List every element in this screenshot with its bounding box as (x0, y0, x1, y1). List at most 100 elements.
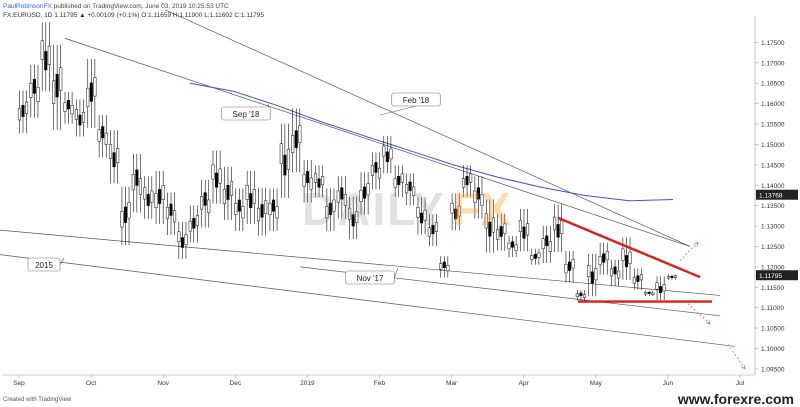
candle-body (484, 213, 488, 229)
candle-body (47, 45, 51, 65)
candle-body (222, 189, 226, 204)
time-tick-label: Apr (519, 380, 530, 387)
candle-body (138, 178, 142, 195)
candle-body (291, 135, 295, 153)
candle-body (579, 292, 583, 297)
candle-body (211, 164, 215, 180)
price-tick-label: 1.15000 (761, 142, 785, 149)
candle-body (416, 207, 420, 218)
ma-line (189, 82, 674, 202)
time-tick-label: Feb (374, 380, 386, 387)
candle-body (511, 241, 515, 248)
price-tick-label: 1.11000 (761, 305, 784, 312)
candle-body (70, 105, 74, 115)
candle-body (530, 255, 534, 260)
candle-body (556, 224, 560, 238)
candle-body (200, 196, 204, 210)
candle-body (382, 145, 386, 157)
candle-body (609, 268, 614, 277)
price-tick-label: 1.13500 (761, 203, 785, 210)
candle-body (17, 108, 21, 121)
candle-body (442, 261, 446, 268)
price-tick-label: 1.17000 (761, 60, 785, 67)
candle-body (496, 229, 500, 240)
annotation-pointer (59, 257, 65, 266)
candle-body (81, 111, 86, 123)
trendline (0, 254, 736, 347)
candle-body (321, 176, 325, 186)
candle-body (408, 181, 412, 191)
candle-body (359, 189, 363, 202)
candle-body (503, 223, 507, 234)
candle-body (434, 222, 439, 232)
candle-body (522, 226, 526, 239)
time-tick-label: Jun (663, 380, 674, 387)
candle-body (241, 206, 245, 219)
candle-body (636, 275, 640, 282)
price-tick-label: 1.16500 (761, 81, 785, 88)
candle-body (624, 255, 629, 268)
candle-body (564, 264, 568, 274)
author-name[interactable]: PaulRobinsonFX (3, 3, 52, 10)
candle-body (602, 253, 606, 263)
candle-body (161, 185, 165, 200)
candle-body (78, 114, 82, 126)
candle-body (226, 185, 230, 200)
trendline (64, 38, 691, 247)
candle-body (237, 199, 241, 212)
candle-body (560, 220, 564, 234)
candle-body (215, 172, 219, 188)
candle-body (351, 214, 355, 227)
candle-body (400, 173, 404, 183)
candle-body (252, 189, 256, 204)
candle-body (480, 193, 484, 206)
candle-body (514, 244, 518, 251)
created-with[interactable]: Created with TradingView (3, 397, 72, 403)
candle-body (666, 276, 670, 279)
candle-body (427, 227, 431, 237)
candle-body (617, 270, 621, 279)
symbol-info: FX:EURUSD, 1D 1.11795 ▲ +0.00109 (+0.1%)… (3, 12, 264, 19)
candle-body (131, 173, 135, 191)
projection-arrowhead (706, 320, 711, 325)
dailyfx-logo-fx: FX (452, 183, 511, 235)
candle-body (412, 186, 416, 196)
candle-body (21, 105, 25, 117)
candle-body (655, 282, 659, 290)
annotation-label: Feb '18 (403, 96, 430, 105)
candle-body (298, 125, 302, 144)
candle-body (469, 173, 473, 183)
annotation-pointer (393, 267, 399, 279)
candle-body (66, 100, 71, 110)
candle-body (165, 207, 170, 219)
candle-body (93, 77, 97, 97)
candle-body (423, 209, 427, 221)
projection-line (687, 303, 711, 325)
candle-body (180, 237, 184, 248)
time-tick-label: Dec (230, 380, 242, 387)
candle-body (173, 210, 177, 223)
candle-body (32, 78, 36, 94)
candle-body (120, 211, 124, 228)
ma-price-badge: 1.13768 (759, 193, 783, 200)
candle-body (44, 51, 48, 71)
candle-body (123, 206, 128, 223)
candle-body (613, 266, 617, 275)
candle-body (553, 216, 557, 231)
candle-body (348, 207, 352, 220)
candle-body (355, 211, 359, 224)
candle-body (374, 162, 378, 173)
trendline (164, 9, 691, 247)
candle-body (116, 148, 120, 164)
candle-body (207, 199, 211, 214)
candle-body (377, 167, 382, 179)
candle-body (405, 184, 409, 194)
projection-arrows (679, 241, 746, 370)
candle-body (621, 248, 625, 261)
candle-body (662, 284, 666, 292)
candle-body (537, 252, 541, 258)
candle-body (590, 271, 594, 284)
candle-body (317, 178, 321, 188)
candle-body (192, 218, 196, 229)
